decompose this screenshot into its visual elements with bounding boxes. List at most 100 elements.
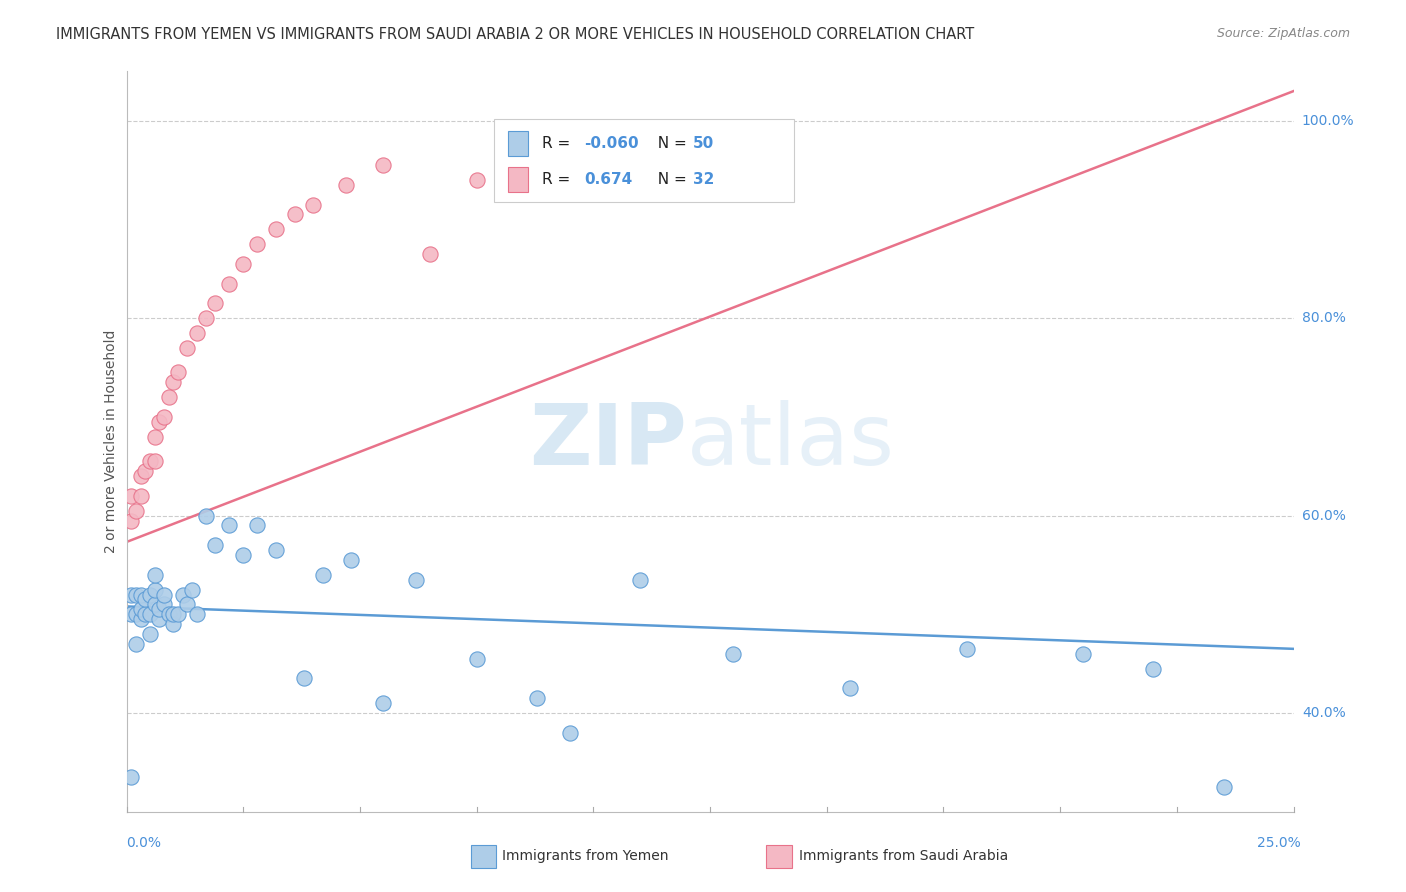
Text: 100.0%: 100.0% — [1302, 113, 1354, 128]
Point — [1142, 662, 1164, 676]
Point — [335, 178, 357, 192]
Text: N =: N = — [648, 172, 692, 187]
Point — [125, 588, 148, 602]
Point — [139, 588, 162, 602]
Point — [204, 538, 226, 552]
Point — [232, 257, 254, 271]
Point — [1073, 647, 1095, 661]
Text: atlas: atlas — [686, 400, 894, 483]
Text: 25.0%: 25.0% — [1257, 836, 1301, 850]
Point — [232, 548, 254, 562]
Point — [172, 588, 194, 602]
Y-axis label: 2 or more Vehicles in Household: 2 or more Vehicles in Household — [104, 330, 118, 553]
Point — [162, 376, 184, 390]
Point — [125, 503, 148, 517]
Point — [148, 602, 170, 616]
Point — [666, 133, 689, 147]
Text: 0.674: 0.674 — [585, 172, 633, 187]
Point — [839, 681, 862, 696]
Point — [194, 508, 217, 523]
Point — [176, 341, 198, 355]
Text: N =: N = — [648, 136, 692, 152]
Point — [536, 158, 558, 172]
Point — [148, 415, 170, 429]
Point — [148, 612, 170, 626]
Point — [264, 222, 287, 236]
Text: Immigrants from Saudi Arabia: Immigrants from Saudi Arabia — [799, 849, 1008, 863]
Point — [120, 770, 142, 784]
Point — [373, 158, 395, 172]
Text: 40.0%: 40.0% — [1302, 706, 1346, 720]
Point — [125, 637, 148, 651]
Point — [628, 573, 651, 587]
Point — [134, 592, 156, 607]
Point — [284, 207, 307, 221]
Point — [176, 598, 198, 612]
Point — [120, 607, 142, 622]
Point — [167, 607, 190, 622]
Text: IMMIGRANTS FROM YEMEN VS IMMIGRANTS FROM SAUDI ARABIA 2 OR MORE VEHICLES IN HOUS: IMMIGRANTS FROM YEMEN VS IMMIGRANTS FROM… — [56, 27, 974, 42]
Point — [129, 588, 152, 602]
Text: Source: ZipAtlas.com: Source: ZipAtlas.com — [1216, 27, 1350, 40]
Point — [134, 464, 156, 478]
Point — [139, 607, 162, 622]
Point — [218, 277, 240, 291]
Point — [606, 144, 628, 158]
Text: 80.0%: 80.0% — [1302, 311, 1346, 326]
Point — [143, 598, 166, 612]
Point — [186, 607, 208, 622]
Point — [339, 553, 361, 567]
Point — [194, 311, 217, 326]
Point — [120, 489, 142, 503]
Point — [129, 612, 152, 626]
Point — [129, 489, 152, 503]
Point — [125, 607, 148, 622]
Point — [218, 518, 240, 533]
Text: -0.060: -0.060 — [585, 136, 638, 152]
Point — [465, 173, 488, 187]
Point — [465, 651, 488, 665]
Text: R =: R = — [543, 172, 575, 187]
Point — [246, 518, 269, 533]
Point — [311, 567, 333, 582]
Point — [526, 691, 548, 706]
Point — [157, 390, 180, 404]
Point — [143, 429, 166, 443]
Text: Immigrants from Yemen: Immigrants from Yemen — [502, 849, 668, 863]
Point — [180, 582, 202, 597]
Point — [129, 602, 152, 616]
Point — [153, 409, 176, 424]
Point — [162, 617, 184, 632]
Point — [956, 641, 979, 656]
Point — [373, 696, 395, 710]
Point — [143, 454, 166, 468]
Point — [120, 588, 142, 602]
Point — [723, 647, 745, 661]
Point — [162, 607, 184, 622]
Point — [1212, 780, 1234, 794]
Point — [419, 247, 441, 261]
Point — [167, 366, 190, 380]
Point — [134, 607, 156, 622]
Point — [153, 598, 176, 612]
Point — [153, 588, 176, 602]
Point — [143, 582, 166, 597]
Text: R =: R = — [543, 136, 575, 152]
Point — [405, 573, 427, 587]
Point — [699, 123, 721, 137]
Point — [157, 607, 180, 622]
Point — [264, 543, 287, 558]
Point — [204, 296, 226, 310]
Point — [246, 237, 269, 252]
Point — [129, 469, 152, 483]
Point — [302, 197, 325, 211]
Point — [292, 672, 315, 686]
Text: 50: 50 — [693, 136, 714, 152]
Point — [186, 326, 208, 340]
Text: ZIP: ZIP — [529, 400, 686, 483]
Text: 60.0%: 60.0% — [1302, 508, 1346, 523]
Point — [558, 725, 581, 739]
Point — [139, 627, 162, 641]
Point — [143, 567, 166, 582]
Text: 0.0%: 0.0% — [127, 836, 162, 850]
